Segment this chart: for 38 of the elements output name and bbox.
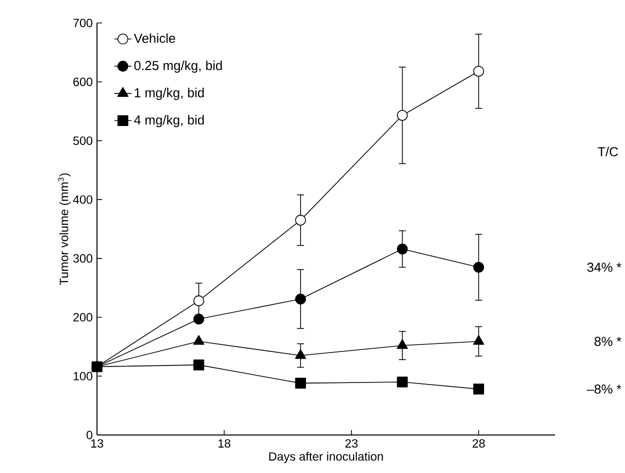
point: [193, 335, 204, 345]
x-axis-title: Days after inoculation: [269, 452, 383, 464]
point: [295, 294, 306, 304]
point: [473, 262, 484, 273]
point: [473, 66, 484, 77]
x-tick-label: 23: [345, 439, 358, 448]
point: [193, 314, 204, 324]
y-tick-label: 700: [73, 18, 92, 28]
y-tick-label: 0: [86, 430, 92, 440]
point: [295, 214, 306, 226]
point: [473, 384, 484, 394]
point: [396, 244, 408, 254]
y-axis-title: Tumor volume (mm$^{3}$): [58, 173, 71, 285]
text: T/C: [598, 146, 618, 156]
legend-label: 1 mg/kg, bid: [134, 88, 204, 100]
point: [396, 110, 408, 121]
point: [294, 349, 306, 359]
point: [396, 376, 408, 388]
text: –8% *: [586, 384, 622, 394]
point: [396, 339, 408, 349]
legend-label: Vehicle: [134, 33, 176, 43]
legend-label: 0.25 mg/kg, bid: [134, 60, 222, 73]
y-tick-label: 500: [73, 136, 92, 145]
y-tick-label: 100: [74, 372, 92, 380]
point: [295, 378, 306, 389]
point: [193, 360, 204, 370]
y-tick-label: 400: [73, 195, 92, 204]
text: 8% *: [594, 336, 622, 346]
y-tick-label: 300: [73, 254, 92, 263]
point: [473, 335, 484, 345]
y-tick-label: 600: [73, 78, 92, 86]
x-tick-label: 18: [218, 439, 230, 448]
point: [193, 295, 204, 306]
x-tick-label: 13: [91, 439, 104, 448]
y-tick-label: 200: [73, 313, 92, 322]
text: 34% *: [587, 262, 622, 272]
legend-label: 4 mg/kg, bid: [134, 115, 204, 128]
x-tick-label: 28: [472, 439, 485, 448]
